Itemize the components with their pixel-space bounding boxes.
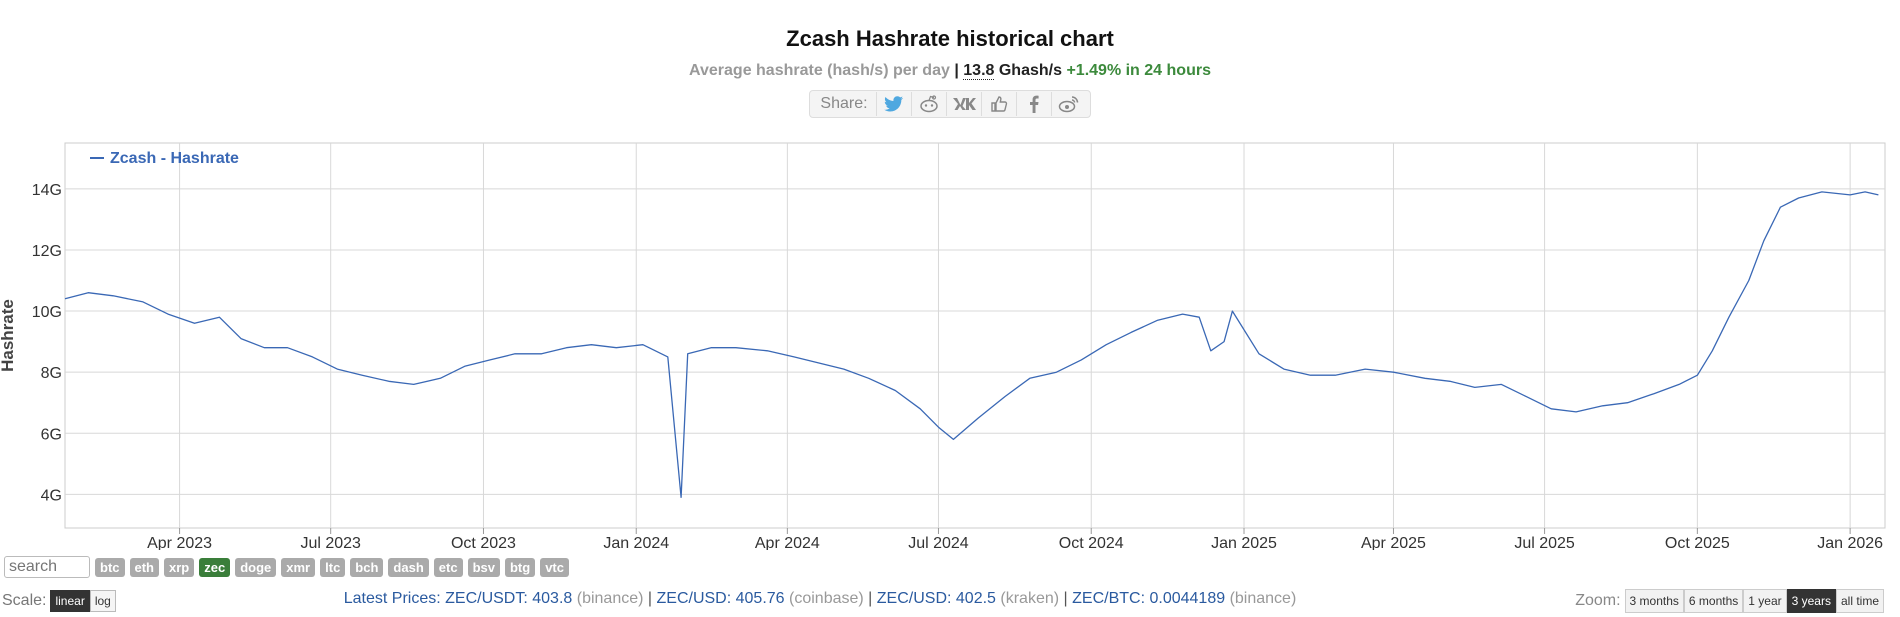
- y-tick-label: 10G: [32, 304, 62, 321]
- zoom-3-months-button[interactable]: 3 months: [1624, 589, 1684, 613]
- x-tick-label: Oct 2025: [1665, 535, 1730, 550]
- price-separator: |: [647, 590, 653, 607]
- share-label: Share:: [820, 95, 868, 112]
- price-link[interactable]: ZEC/USD: 402.5: [876, 590, 996, 607]
- series-line-zcash-hashrate: [64, 191, 1879, 499]
- coin-button-btc[interactable]: btc: [95, 557, 125, 577]
- coin-button-bch[interactable]: bch: [350, 557, 384, 577]
- coin-button-btg[interactable]: btg: [504, 557, 536, 577]
- price-separator: |: [1063, 590, 1068, 607]
- subtitle-text: Average hashrate (hash/s) per day: [689, 62, 950, 79]
- zoom-3-years-button[interactable]: 3 years: [1786, 589, 1836, 613]
- zoom-1-year-button[interactable]: 1 year: [1743, 589, 1787, 613]
- prices-label: Latest Prices:: [343, 590, 441, 607]
- coin-button-bsv[interactable]: bsv: [467, 557, 500, 577]
- coin-button-dash[interactable]: dash: [388, 557, 429, 577]
- search-input[interactable]: [4, 556, 90, 578]
- coin-button-xrp[interactable]: xrp: [164, 557, 195, 577]
- hashrate-change: +1.49% in 24 hours: [1066, 62, 1211, 79]
- coin-selector: btcethxrpzecdogexmrltcbchdashetcbsvbtgvt…: [4, 556, 569, 578]
- y-axis-title: Hashrate: [0, 299, 17, 372]
- x-tick-label: Oct 2023: [451, 535, 516, 550]
- price-link[interactable]: ZEC/USD: 405.76: [656, 590, 785, 607]
- page-title: Zcash Hashrate historical chart: [786, 26, 1114, 51]
- x-tick-label: Apr 2024: [755, 535, 820, 550]
- x-tick-label: Jan 2026: [1817, 535, 1883, 550]
- scale-label: Scale:: [2, 592, 47, 609]
- subtitle-separator: |: [954, 62, 959, 79]
- legend-label: Zcash - Hashrate: [110, 150, 239, 167]
- y-tick-label: 4G: [41, 487, 62, 504]
- plot-area: [64, 142, 1886, 529]
- latest-prices: Latest Prices: ZEC/USDT: 403.8 (binance)…: [0, 590, 1640, 608]
- price-link[interactable]: ZEC/USDT: 403.8: [445, 590, 573, 607]
- zoom-6-months-button[interactable]: 6 months: [1683, 589, 1744, 613]
- like-icon[interactable]: [980, 92, 1016, 116]
- coin-button-ltc[interactable]: ltc: [320, 557, 346, 577]
- scale-linear-button[interactable]: linear: [50, 590, 90, 612]
- reddit-icon[interactable]: [910, 92, 946, 116]
- price-exchange: (binance): [576, 590, 644, 607]
- share-box: Share:: [809, 90, 1091, 118]
- price-exchange: (kraken): [1000, 590, 1060, 607]
- share-bar: Share:: [0, 90, 1900, 118]
- x-tick-label: Apr 2025: [1361, 535, 1426, 550]
- x-tick-label: Apr 2023: [147, 535, 212, 550]
- coin-button-etc[interactable]: etc: [433, 557, 463, 577]
- coin-button-doge[interactable]: doge: [235, 557, 277, 577]
- x-tick-label: Oct 2024: [1059, 535, 1124, 550]
- vk-icon[interactable]: [945, 92, 981, 116]
- current-hashrate-unit: Ghash/s: [998, 62, 1062, 79]
- current-hashrate-value: 13.8: [963, 62, 995, 80]
- weibo-icon[interactable]: [1050, 92, 1086, 116]
- price-separator: |: [868, 590, 873, 607]
- hashrate-chart: 4G 6G 8G 10G 12G 14G Apr 2023 Jul 2023 Oct 2023 J…: [0, 130, 1900, 555]
- chart-subtitle: Average hashrate (hash/s) per day | 13.8…: [0, 62, 1900, 80]
- coin-button-xmr[interactable]: xmr: [281, 557, 316, 577]
- coin-button-vtc[interactable]: vtc: [540, 557, 569, 577]
- price-exchange: (coinbase): [789, 590, 864, 607]
- coin-list: btc eth xrp zec doge xmr ltc bch dash etc bsv btg vt…: [95, 557, 569, 577]
- y-tick-label: 8G: [41, 365, 62, 382]
- scale-log-button[interactable]: log: [89, 590, 116, 612]
- x-tick-label: Jan 2024: [603, 535, 669, 550]
- y-tick-label: 12G: [32, 243, 62, 260]
- scale-selector: Scale: linear log: [2, 590, 116, 612]
- y-tick-label: 6G: [41, 426, 62, 443]
- price-exchange: (binance): [1229, 590, 1297, 607]
- y-tick-label: 14G: [32, 182, 62, 199]
- facebook-icon[interactable]: [1015, 92, 1051, 116]
- zoom-selector: Zoom: 3 months 6 months 1 year 3 years a…: [1575, 589, 1884, 613]
- zoom-label: Zoom:: [1575, 592, 1621, 609]
- chart-svg: 4G 6G 8G 10G 12G 14G Apr 2023 Jul 2023 Oct 2023 J…: [0, 142, 1886, 552]
- x-tick-label: Jul 2025: [1514, 535, 1575, 550]
- x-tick-label: Jul 2024: [908, 535, 969, 550]
- x-tick-label: Jan 2025: [1211, 535, 1277, 550]
- price-link[interactable]: ZEC/BTC: 0.0044189: [1072, 590, 1226, 607]
- x-tick-label: Jul 2023: [300, 535, 361, 550]
- coin-button-eth[interactable]: eth: [129, 557, 159, 577]
- coin-button-zec[interactable]: zec: [199, 557, 231, 577]
- zoom-all-time-button[interactable]: all time: [1835, 589, 1884, 613]
- twitter-icon[interactable]: [875, 92, 911, 116]
